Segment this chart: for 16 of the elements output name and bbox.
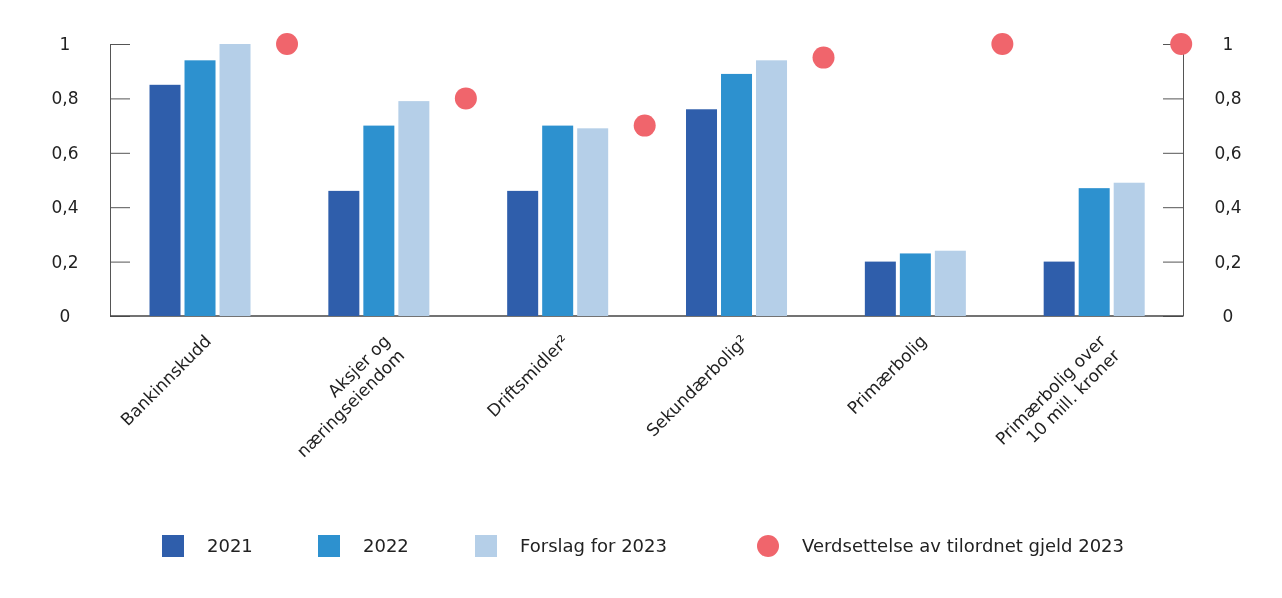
y2-tick-label: 0,2 bbox=[1214, 251, 1242, 272]
legend-label: Forslag for 2023 bbox=[520, 535, 667, 556]
y2-tick-label: 0,8 bbox=[1214, 88, 1242, 109]
legend-label: 2022 bbox=[363, 535, 409, 556]
y-tick-label: 0,4 bbox=[51, 197, 79, 218]
y2-tick-label: 0,4 bbox=[1214, 197, 1242, 218]
y2-tick-label: 0 bbox=[1222, 305, 1234, 326]
legend-label: 2021 bbox=[207, 535, 253, 556]
y2-tick-label: 1 bbox=[1222, 33, 1234, 54]
y-tick-label: 0 bbox=[59, 305, 71, 326]
y-tick-label: 0,2 bbox=[51, 251, 79, 272]
y-tick-label: 0,8 bbox=[51, 88, 79, 109]
y-tick-label: 0,6 bbox=[51, 142, 79, 163]
y-tick-label: 1 bbox=[59, 33, 71, 54]
y2-tick-label: 0,6 bbox=[1214, 142, 1242, 163]
legend-label: Verdsettelse av tilordnet gjeld 2023 bbox=[802, 535, 1125, 556]
